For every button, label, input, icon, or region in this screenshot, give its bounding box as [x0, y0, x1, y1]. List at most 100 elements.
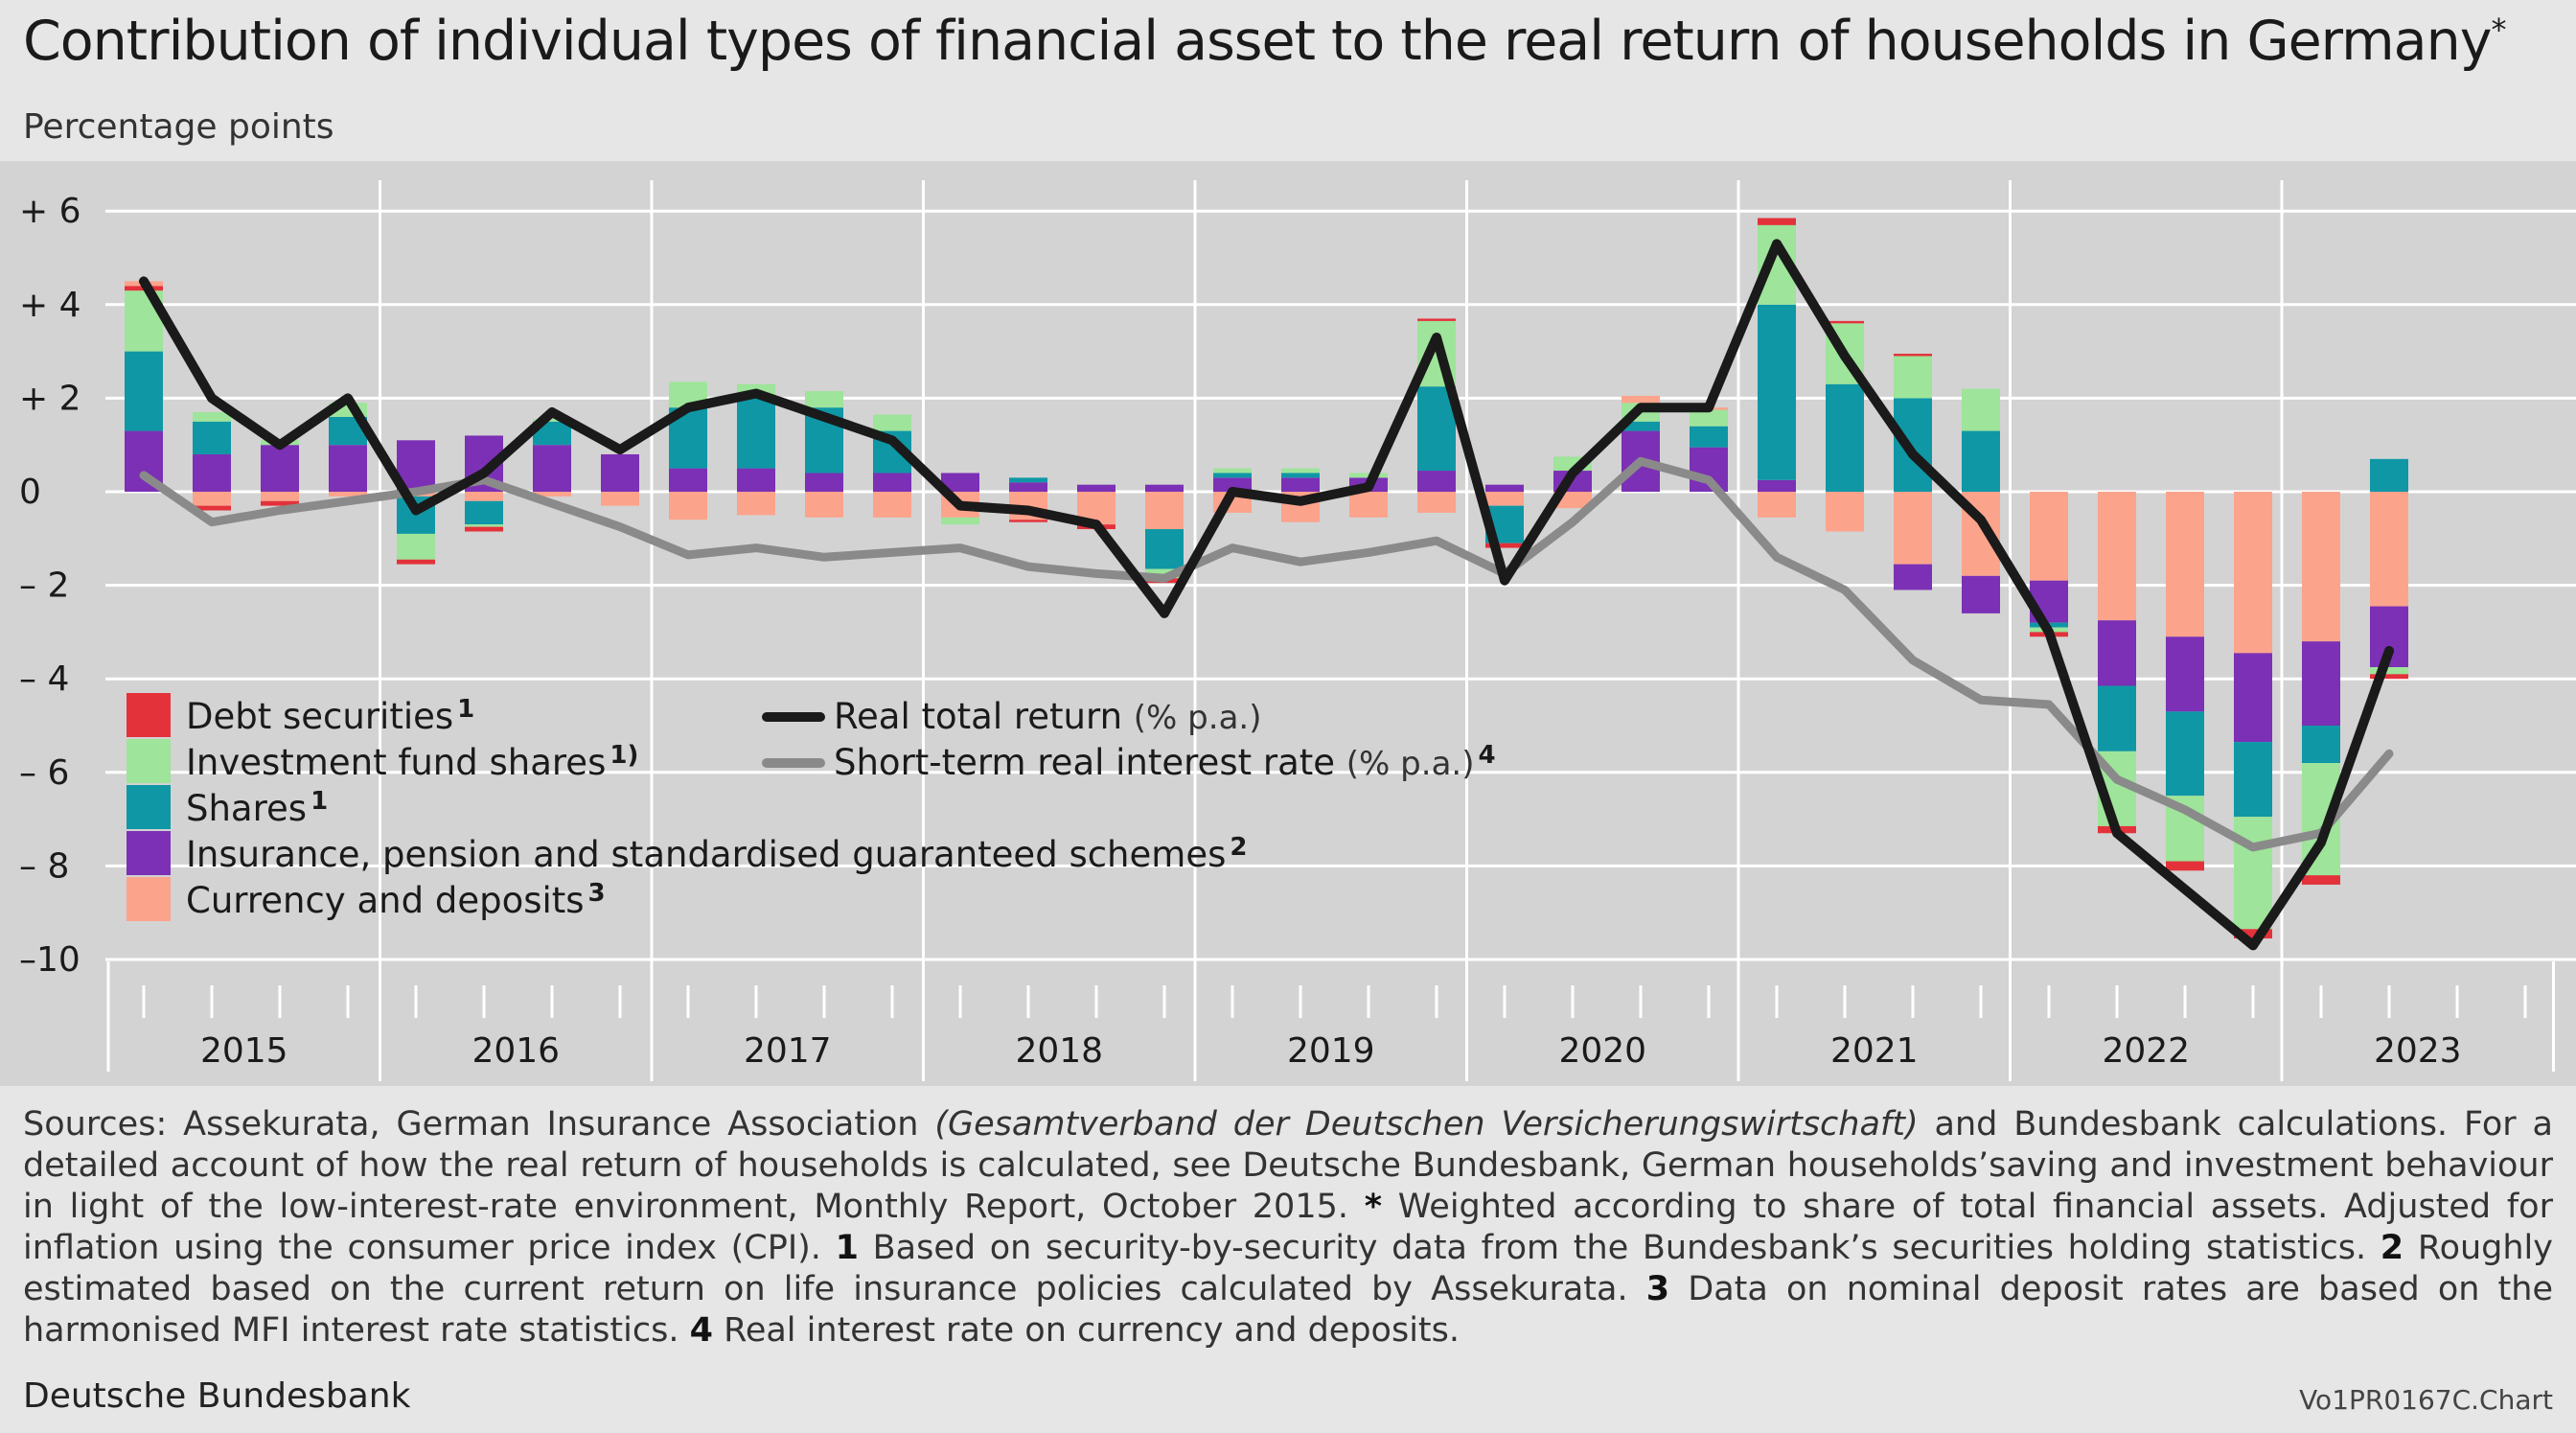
- bar-shares: [1145, 529, 1184, 569]
- bar-insurance: [2234, 653, 2272, 743]
- bar-debt: [1758, 218, 1796, 225]
- bar-insurance: [737, 468, 775, 492]
- bar-deposits: [533, 492, 571, 497]
- bar-shares: [1281, 473, 1320, 478]
- bar-funds: [873, 414, 911, 431]
- y-tick-label: – 6: [19, 753, 69, 793]
- bar-shares: [1962, 430, 2000, 492]
- bar-insurance: [601, 453, 639, 492]
- bar-debt: [2302, 875, 2340, 885]
- bar-shares: [125, 351, 163, 431]
- bar-insurance: [261, 445, 299, 492]
- bar-deposits: [2030, 492, 2068, 581]
- bar-debt: [2234, 929, 2272, 939]
- x-year-label: 2023: [2374, 1031, 2462, 1071]
- chart-id: Vo1PR0167C.Chart: [2299, 1384, 2553, 1416]
- footnote-sources-italic: (Gesamtverband der Deutschen Versicherun…: [934, 1105, 1919, 1144]
- legend-label-funds: Investment fund shares 1): [186, 741, 638, 783]
- bar-debt: [397, 559, 435, 565]
- bar-insurance: [329, 445, 367, 492]
- legend-label-insurance: Insurance, pension and standardised guar…: [186, 833, 1247, 875]
- bar-deposits: [805, 492, 843, 518]
- y-tick-label: + 6: [19, 192, 81, 231]
- bar-deposits: [1145, 492, 1184, 530]
- footnote-sources: Sources: Assekurata, German Insurance As…: [23, 1105, 935, 1144]
- legend-swatch-shares: [126, 785, 171, 829]
- legend-swatch-funds: [126, 739, 171, 783]
- bar-shares: [2166, 711, 2204, 797]
- bar-funds: [941, 517, 979, 525]
- legend-mark-deposits: 3: [588, 879, 606, 908]
- x-year-label: 2021: [1830, 1031, 1919, 1071]
- bar-debt: [1009, 520, 1047, 522]
- bar-insurance: [873, 473, 911, 492]
- legend-unit-real_total: (% p.a.): [1134, 699, 1262, 737]
- y-tick-label: – 2: [19, 566, 69, 606]
- footnote-mark-4: 4: [689, 1311, 713, 1350]
- footnote-note-3: Data on nominal deposit rates are based …: [23, 1270, 2553, 1350]
- footnote-note-2: Roughly estimated based on the current r…: [23, 1229, 2553, 1308]
- bar-deposits: [1894, 492, 1932, 565]
- bar-deposits: [329, 492, 367, 497]
- bar-shares: [1009, 477, 1047, 483]
- bar-insurance: [941, 473, 979, 492]
- bar-funds: [805, 391, 843, 408]
- bar-debt: [465, 526, 503, 532]
- bar-funds: [1349, 473, 1388, 478]
- x-year-label: 2018: [1015, 1031, 1103, 1071]
- footnote-note-1: Based on security-by-security data from …: [858, 1229, 2380, 1267]
- y-tick-label: + 4: [19, 286, 81, 325]
- y-axis: + 6 + 4 + 2 0 – 2 – 4 – 6 – 8 –10: [19, 192, 81, 980]
- legend-label-deposits: Currency and deposits 3: [186, 879, 606, 921]
- bar-insurance: [2166, 636, 2204, 712]
- chart: + 6+ 4+ 20– 2– 4– 6– 8–10 2015 2016 2017 20…: [0, 161, 2576, 1086]
- bar-funds: [1281, 468, 1320, 474]
- legend-label-real_total: Real total return (% p.a.): [834, 696, 1261, 737]
- bar-insurance: [1009, 482, 1047, 492]
- legend-mark-insurance: 2: [1230, 833, 1247, 862]
- bar-deposits: [737, 492, 775, 516]
- chart-title: Contribution of individual types of fina…: [23, 10, 2506, 73]
- bar-debt: [2166, 861, 2204, 871]
- line-real_total: [139, 239, 2394, 951]
- bar-shares: [1826, 383, 1864, 492]
- bar-deposits: [873, 492, 911, 518]
- lines: [139, 239, 2394, 951]
- legend-mark-short_term: 4: [1478, 741, 1495, 770]
- bar-funds: [397, 533, 435, 560]
- legend-swatch-debt: [126, 693, 171, 737]
- bar-debt: [1826, 320, 1864, 324]
- y-tick-label: 0: [19, 473, 41, 512]
- bar-insurance: [2098, 620, 2136, 686]
- bar-deposits: [601, 492, 639, 506]
- bar-insurance: [1485, 484, 1524, 492]
- x-axis: 2015 2016 2017 2018 2019 2020 2021 2022 2023: [106, 961, 2555, 1072]
- bar-debt: [1894, 354, 1932, 357]
- bar-deposits: [1349, 492, 1388, 518]
- chart-subtitle: Percentage points: [23, 107, 334, 147]
- bar-insurance: [1962, 575, 2000, 613]
- bar-shares: [1622, 421, 1660, 431]
- bar-deposits: [1758, 492, 1796, 518]
- bar-insurance: [1894, 564, 1932, 590]
- bar-shares: [1758, 304, 1796, 480]
- bar-funds: [1962, 388, 2000, 431]
- legend-mark-debt: 1: [457, 695, 474, 724]
- bar-debt: [1417, 318, 1456, 321]
- bar-funds: [193, 412, 231, 422]
- bar-funds: [2234, 817, 2272, 930]
- bar-insurance: [1417, 471, 1456, 492]
- footnote-method: and Bundesbank calculations. For a detai…: [23, 1105, 2553, 1226]
- bar-insurance: [669, 468, 707, 492]
- legend-swatch-insurance: [126, 831, 171, 875]
- bar-deposits: [193, 492, 231, 506]
- bar-insurance: [2302, 641, 2340, 726]
- bar-debt: [2370, 674, 2408, 680]
- footnote: Sources: Assekurata, German Insurance As…: [23, 1104, 2553, 1352]
- footnote-mark-star: *: [1364, 1188, 1383, 1226]
- bar-deposits: [1826, 492, 1864, 532]
- bar-deposits: [1622, 395, 1660, 404]
- legend-label-debt: Debt securities 1: [186, 695, 474, 737]
- bar-shares: [737, 398, 775, 469]
- bar-shares: [2098, 685, 2136, 751]
